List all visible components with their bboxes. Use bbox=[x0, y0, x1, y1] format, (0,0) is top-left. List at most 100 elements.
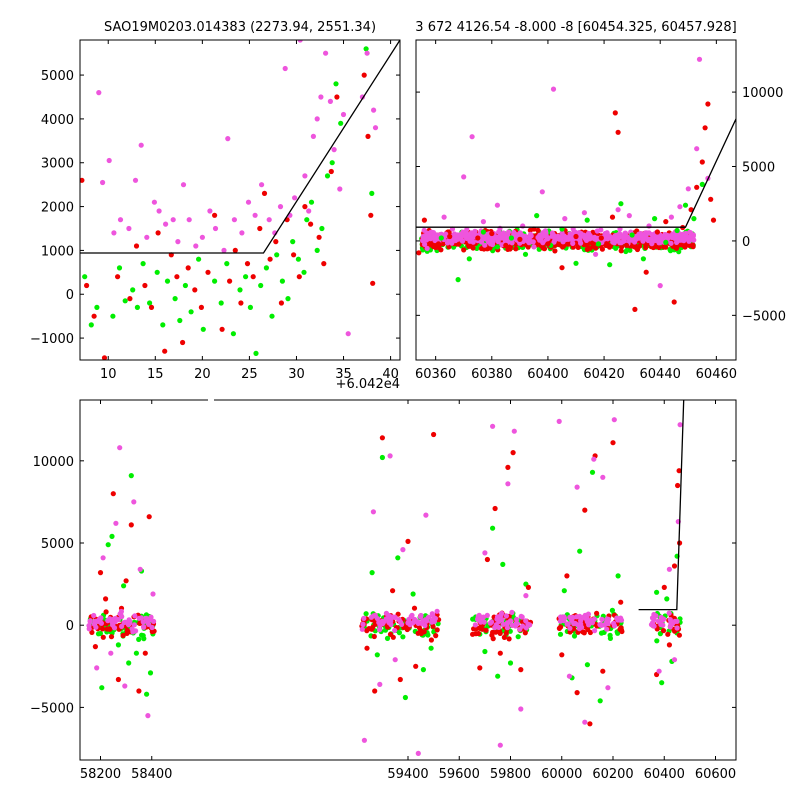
x-tick-label: 59400 bbox=[387, 767, 428, 782]
data-point-green bbox=[160, 322, 166, 328]
data-point-magenta bbox=[615, 207, 621, 213]
data-point-red bbox=[663, 219, 669, 225]
cloud-point-magenta bbox=[119, 623, 125, 630]
data-point-magenta bbox=[361, 737, 367, 743]
cloud-point-magenta bbox=[495, 239, 501, 245]
data-point-red bbox=[431, 431, 437, 438]
cloud-point-magenta bbox=[599, 616, 605, 623]
data-point-red bbox=[710, 217, 717, 223]
data-point-magenta bbox=[231, 217, 237, 223]
data-point-red bbox=[559, 652, 565, 658]
cloud-point-red bbox=[656, 244, 662, 251]
data-point-red bbox=[364, 645, 370, 651]
cloud-point-magenta bbox=[405, 620, 411, 626]
data-point-red bbox=[666, 642, 673, 648]
data-point-red bbox=[632, 306, 638, 312]
cloud-point-magenta bbox=[428, 236, 434, 242]
data-point-magenta bbox=[292, 195, 298, 201]
data-point-magenta bbox=[400, 547, 406, 553]
data-point-red bbox=[705, 101, 711, 107]
cloud-point-magenta bbox=[581, 614, 587, 620]
data-point-magenta bbox=[306, 208, 312, 214]
cloud-point-magenta bbox=[605, 620, 611, 627]
data-point-red bbox=[227, 278, 233, 284]
cloud-point-magenta bbox=[470, 239, 476, 245]
cloud-point-magenta bbox=[674, 618, 680, 625]
x-tick-label: 60200 bbox=[592, 767, 633, 782]
data-point-green bbox=[94, 304, 100, 310]
cloud-point-red bbox=[580, 629, 586, 635]
cloud-point-green bbox=[363, 611, 369, 617]
cloud-point-magenta bbox=[500, 621, 506, 627]
cloud-point-magenta bbox=[464, 226, 470, 233]
data-point-green bbox=[534, 213, 540, 219]
data-point-red bbox=[477, 665, 483, 671]
cloud-point-magenta bbox=[660, 617, 666, 623]
cloud-point-magenta bbox=[604, 616, 610, 622]
cloud-point-magenta bbox=[582, 235, 588, 242]
data-point-green bbox=[147, 300, 153, 306]
data-point-green bbox=[691, 216, 697, 222]
data-point-green bbox=[212, 278, 218, 284]
data-point-green bbox=[607, 635, 614, 642]
cloud-point-green bbox=[627, 247, 633, 253]
data-point-red bbox=[545, 241, 551, 247]
data-point-green bbox=[584, 662, 591, 668]
data-point-magenta bbox=[337, 186, 343, 192]
cloud-point-red bbox=[428, 637, 434, 643]
cloud-point-green bbox=[557, 631, 564, 637]
cloud-point-magenta bbox=[543, 229, 549, 235]
data-point-red bbox=[623, 242, 630, 248]
data-point-magenta bbox=[372, 125, 379, 131]
cloud-point-red bbox=[446, 244, 452, 250]
data-point-red bbox=[492, 505, 498, 512]
cloud-point-red bbox=[468, 243, 474, 249]
cloud-point-magenta bbox=[631, 237, 637, 243]
data-point-magenta bbox=[100, 555, 106, 561]
data-point-red bbox=[397, 676, 403, 683]
data-point-magenta bbox=[497, 742, 503, 748]
data-point-green bbox=[699, 181, 705, 187]
cloud-point-magenta bbox=[87, 618, 93, 624]
cloud-point-green bbox=[609, 607, 616, 614]
data-point-magenta bbox=[245, 199, 252, 205]
data-point-green bbox=[319, 225, 325, 232]
data-point-green bbox=[466, 256, 472, 262]
cloud-point-magenta bbox=[561, 614, 567, 620]
cloud-point-magenta bbox=[527, 234, 533, 240]
data-point-magenta bbox=[282, 65, 288, 72]
data-point-magenta bbox=[138, 142, 144, 148]
cloud-point-magenta bbox=[136, 615, 142, 621]
cloud-point-magenta bbox=[380, 619, 386, 625]
data-point-red bbox=[587, 245, 593, 251]
cloud-point-magenta bbox=[126, 617, 132, 623]
data-point-red bbox=[133, 243, 140, 249]
cloud-point-magenta bbox=[586, 230, 592, 236]
data-point-magenta bbox=[314, 116, 320, 122]
cloud-point-red bbox=[672, 244, 679, 250]
data-point-magenta bbox=[505, 481, 511, 487]
data-point-magenta bbox=[604, 230, 610, 237]
cloud-point-green bbox=[571, 633, 578, 639]
data-point-red bbox=[142, 650, 148, 656]
data-point-red bbox=[267, 256, 273, 262]
cloud-point-red bbox=[594, 610, 600, 616]
cloud-point-magenta bbox=[476, 612, 482, 618]
data-point-red bbox=[278, 300, 284, 306]
cloud-point-magenta bbox=[564, 621, 570, 627]
cloud-point-red bbox=[476, 625, 482, 631]
cloud-point-magenta bbox=[130, 629, 136, 635]
data-point-magenta bbox=[170, 217, 176, 223]
data-point-red bbox=[671, 563, 678, 569]
cloud-point-magenta bbox=[360, 621, 366, 628]
cloud-point-magenta bbox=[592, 628, 598, 634]
data-point-green bbox=[494, 244, 500, 250]
data-point-magenta bbox=[145, 713, 151, 719]
data-point-magenta bbox=[345, 331, 351, 337]
data-point-magenta bbox=[482, 550, 488, 556]
cloud-point-red bbox=[430, 623, 436, 630]
cloud-point-green bbox=[141, 636, 147, 642]
data-point-red bbox=[517, 236, 523, 242]
cloud-point-magenta bbox=[622, 232, 629, 238]
cloud-point-red bbox=[387, 631, 394, 638]
